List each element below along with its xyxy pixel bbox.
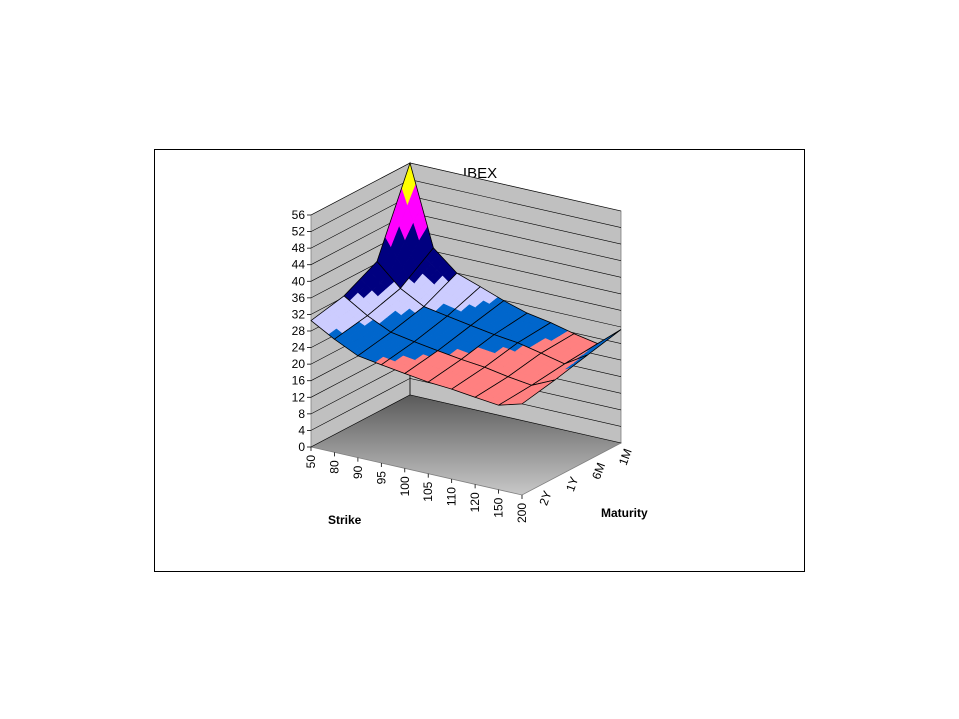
- strike-tick-label: 80: [327, 460, 341, 474]
- surface-cell: [493, 312, 552, 344]
- strike-tick-label: 95: [374, 471, 388, 485]
- surface-plot: [310, 161, 622, 406]
- maturity-axis-ticks: 2Y 1Y 6M 1M: [536, 447, 634, 508]
- surface-cell: [399, 247, 458, 308]
- surface-cell: [333, 315, 392, 357]
- strike-tick-label: 110: [445, 487, 459, 506]
- y-tick-label: 4: [298, 423, 305, 437]
- y-tick-label: 32: [292, 307, 306, 321]
- surface-cell: [474, 376, 533, 406]
- y-tick-label: 8: [298, 407, 305, 421]
- maturity-tick-label: 6M: [589, 461, 608, 481]
- maturity-axis-title: Maturity: [601, 506, 648, 520]
- surface-cell: [531, 354, 589, 386]
- y-tick-label: 40: [292, 274, 306, 288]
- chart-frame: IBEX 0 4 8 12 16 20 24 28 32 36 40 44 48 52 56 50 80 90 9…: [154, 149, 805, 572]
- y-tick-label: 56: [292, 208, 306, 222]
- strike-tick-label: 105: [421, 481, 435, 501]
- strike-tick-label: 50: [304, 455, 318, 469]
- y-tick-label: 48: [292, 241, 306, 255]
- strike-tick-label: 120: [468, 492, 482, 512]
- maturity-tick-label: 2Y: [536, 489, 554, 508]
- y-tick-label: 52: [292, 225, 306, 239]
- y-tick-label: 20: [292, 357, 306, 371]
- maturity-tick-label: 1Y: [563, 475, 581, 494]
- y-tick-label: 28: [292, 324, 306, 338]
- surface-cell: [427, 358, 486, 390]
- surface-cell: [498, 379, 556, 406]
- strike-axis-ticks: 50 80 90 95 100 105 110 120 150 200: [304, 447, 529, 523]
- y-tick-label: 0: [298, 440, 305, 454]
- strike-tick-label: 200: [515, 503, 529, 523]
- strike-axis-title: Strike: [328, 513, 362, 527]
- y-tick-label: 24: [292, 341, 306, 355]
- surface-cell: [366, 287, 425, 333]
- surface-cell: [376, 161, 434, 290]
- y-tick-label: 16: [292, 374, 306, 388]
- y-tick-label: 12: [292, 390, 306, 404]
- surface-cell: [380, 341, 439, 374]
- surface-cell: [446, 286, 505, 326]
- strike-tick-label: 150: [492, 497, 506, 517]
- y-tick-label: 44: [292, 258, 306, 272]
- surface-cell: [403, 350, 463, 383]
- strike-tick-label: 100: [398, 476, 412, 496]
- surface-cell: [564, 329, 622, 365]
- maturity-tick-label: 1M: [616, 447, 635, 467]
- surface-cell-outline: [498, 379, 556, 406]
- strike-tick-label: 90: [351, 465, 365, 479]
- y-tick-label: 36: [292, 291, 306, 305]
